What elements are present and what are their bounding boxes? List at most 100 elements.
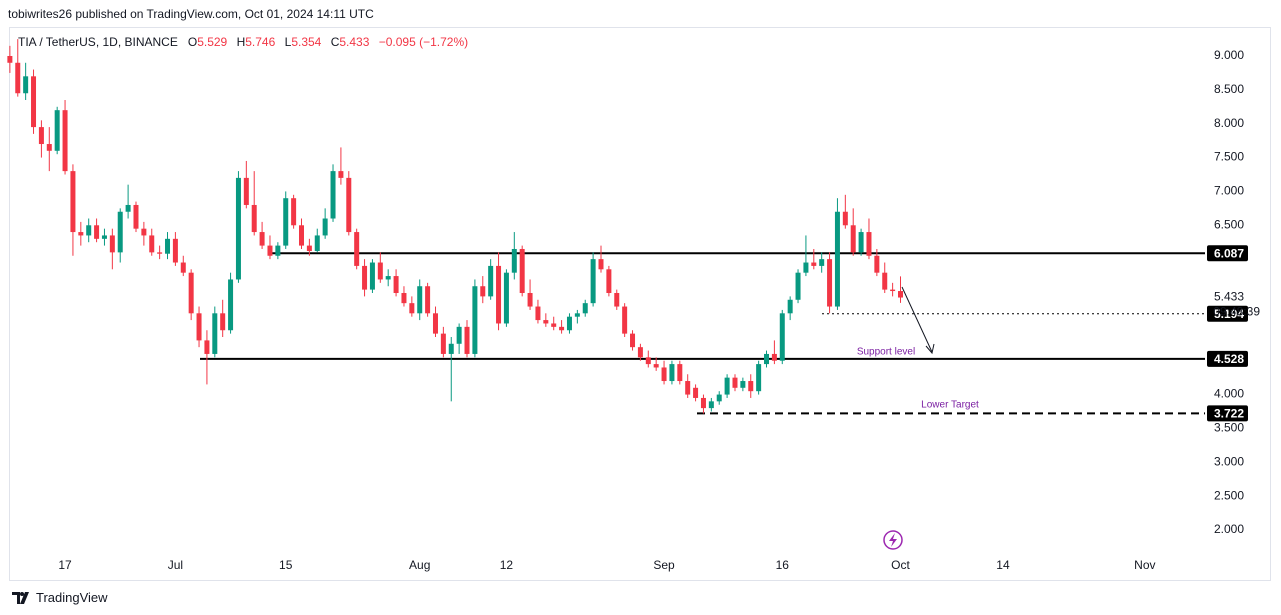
y-tick-label: 2.000 xyxy=(1214,522,1244,536)
candle-body xyxy=(283,198,289,246)
candle-body xyxy=(708,401,714,409)
candle-body xyxy=(180,262,186,273)
candle-body xyxy=(440,333,446,354)
candle-body xyxy=(322,218,328,236)
y-tick-label: 7.000 xyxy=(1214,184,1244,198)
annotation: Lower Target xyxy=(921,400,979,411)
candle-body xyxy=(188,272,194,314)
x-tick-label: 14 xyxy=(996,558,1010,572)
x-tick-label: 12 xyxy=(500,558,514,572)
candle-body xyxy=(795,272,801,300)
level-label: 5.194 xyxy=(1214,307,1244,321)
arrow xyxy=(901,286,933,353)
x-tick-label: Jul xyxy=(168,558,183,572)
annotation: Support level xyxy=(857,347,915,358)
candle-body xyxy=(827,259,833,307)
candle-body xyxy=(86,225,92,236)
candle-body xyxy=(251,204,257,233)
candle-body xyxy=(724,377,730,395)
logo xyxy=(12,591,29,604)
candle-body xyxy=(842,211,848,226)
event-icon xyxy=(883,530,903,550)
candle-body xyxy=(693,387,699,398)
candle-body xyxy=(685,381,691,395)
candle-body xyxy=(803,262,809,273)
candle-body xyxy=(157,252,163,254)
candle-body xyxy=(874,255,880,273)
ohlc-value: 5.529 xyxy=(197,35,228,49)
candle-body xyxy=(62,110,68,172)
candle-body xyxy=(109,235,115,253)
ohlc-label: C xyxy=(330,35,340,49)
candle-body xyxy=(385,276,391,280)
candle-body xyxy=(787,299,793,314)
level-label-bg xyxy=(1207,245,1248,262)
candle-body xyxy=(70,171,76,233)
candle-body xyxy=(756,364,762,392)
legend: TIA / TetherUS, 1D, BINANCE O5.529 H5.74… xyxy=(18,35,474,49)
candle-body xyxy=(314,235,320,252)
candle-body xyxy=(503,272,509,324)
candle-body xyxy=(401,292,407,304)
candle-body xyxy=(614,292,620,307)
candle-body xyxy=(377,262,383,280)
candle-body xyxy=(496,265,502,324)
candle-body xyxy=(811,262,817,266)
candle-body xyxy=(764,353,770,365)
ohlc-value: 5.433 xyxy=(339,35,370,49)
candle-body xyxy=(101,235,107,239)
candle-body xyxy=(535,306,541,321)
ohlc-label: O xyxy=(187,35,198,49)
candle-body xyxy=(653,364,659,368)
candle-body xyxy=(511,248,517,273)
candle-body xyxy=(480,286,486,297)
y-tick-label: 6.500 xyxy=(1214,217,1244,231)
x-tick-label: Oct xyxy=(891,558,910,572)
change: −0.095 (−1.72%) xyxy=(378,35,469,49)
candle-body xyxy=(299,225,304,246)
y-tick-label: 3.500 xyxy=(1214,421,1244,435)
ohlc-value: 5.746 xyxy=(245,35,276,49)
candle-body xyxy=(779,313,785,361)
candle-body xyxy=(882,272,888,290)
candle-body xyxy=(172,238,178,263)
candle-body xyxy=(858,232,864,253)
ohlc-label: L xyxy=(284,35,292,49)
y-tick-label: 2.500 xyxy=(1214,488,1244,502)
candle-body xyxy=(354,232,360,266)
candle-body xyxy=(527,292,533,307)
y-tick-label: 8.500 xyxy=(1214,82,1244,96)
candle-body xyxy=(369,262,375,290)
y-tick-label: 4.000 xyxy=(1214,387,1244,401)
candle-body xyxy=(716,394,722,402)
ohlc-value: 5.354 xyxy=(291,35,322,49)
brand: TradingView xyxy=(36,590,108,605)
candle-body xyxy=(834,211,840,307)
candle-body xyxy=(267,245,273,256)
candle-body xyxy=(94,225,100,239)
chart: Support level Lower Target 9.000 8.500 8.0… xyxy=(7,27,1271,581)
candle-body xyxy=(15,62,21,94)
level-label: 4.528 xyxy=(1214,352,1244,366)
candle-body xyxy=(543,320,549,324)
x-tick-label: 16 xyxy=(776,558,790,572)
candle-body xyxy=(574,313,580,317)
x-tick-label: Nov xyxy=(1134,558,1155,572)
level-label: 3.722 xyxy=(1214,407,1244,421)
candle-body xyxy=(38,127,44,145)
x-tick-label: 17 xyxy=(58,558,72,572)
candle-body xyxy=(291,198,297,226)
candle-body xyxy=(622,306,628,334)
y-tick-label: 3.000 xyxy=(1214,454,1244,468)
candle-body xyxy=(700,397,706,409)
candle-body xyxy=(819,259,825,266)
candle-body xyxy=(46,144,52,151)
candle-body xyxy=(456,326,462,344)
candle-body xyxy=(559,326,565,331)
candle-body xyxy=(566,316,572,331)
candle-body xyxy=(338,171,344,178)
candle-body xyxy=(31,76,37,128)
candle-body xyxy=(117,211,123,253)
ohlc-label: H xyxy=(236,35,246,49)
